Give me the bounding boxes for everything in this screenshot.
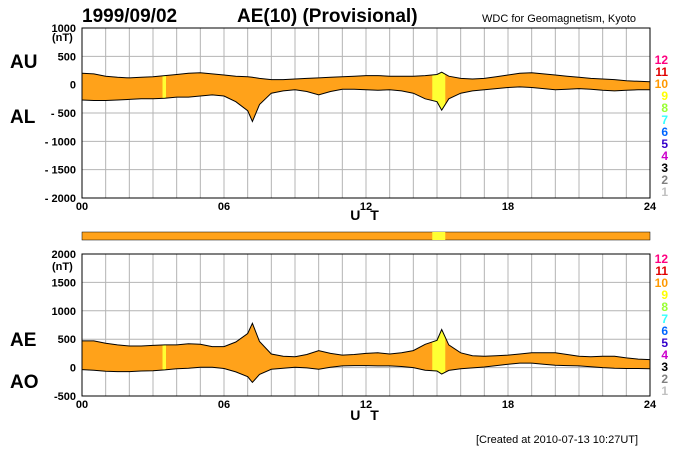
legend-item: 5 (661, 137, 668, 151)
legend-item: 12 (655, 252, 669, 266)
legend-item: 2 (661, 173, 668, 187)
legend-item: 9 (661, 288, 668, 302)
upper-series-label: AU (10, 52, 37, 73)
highlight-band (162, 344, 167, 371)
chart-title: AE(10) (Provisional) (237, 6, 418, 27)
series-line-al (81, 86, 650, 123)
legend-item: 7 (661, 312, 668, 326)
upper-series-label: AE (10, 330, 36, 351)
y-tick-label: - 500 (51, 108, 76, 120)
legend-item: 1 (661, 185, 668, 199)
legend-item: 11 (655, 65, 668, 79)
y-tick-label: 1000 (52, 306, 76, 318)
y-tick-label: 1500 (52, 277, 76, 289)
y-tick-label: - 1500 (45, 165, 76, 177)
x-tick-label: 18 (502, 201, 514, 213)
series-line-ae (82, 322, 651, 361)
x-tick-label: 00 (76, 399, 88, 411)
range-fill (82, 72, 650, 122)
legend-item: 7 (661, 113, 668, 127)
highlight-band (162, 75, 167, 99)
x-tick-label: 00 (76, 201, 88, 213)
activity-strip (81, 231, 651, 241)
y-tick-label: 1000 (52, 23, 76, 35)
x-tick-label: 24 (644, 201, 657, 213)
legend-item: 8 (661, 101, 668, 115)
y-tick-label: -500 (54, 391, 76, 403)
x-tick-label: 12 (360, 399, 372, 411)
legend-item: 6 (661, 125, 668, 139)
legend-item: 1 (661, 384, 668, 398)
x-axis-label: U T (350, 407, 382, 423)
legend-item: 8 (661, 300, 668, 314)
plot-frame (81, 253, 651, 397)
lower-series-label: AL (10, 107, 36, 128)
created-timestamp: [Created at 2010-07-13 10:27UT] (476, 434, 638, 446)
legend-item: 5 (661, 336, 668, 350)
legend-item: 3 (661, 161, 668, 175)
plot-frame (81, 27, 651, 199)
x-tick-label: 24 (644, 399, 657, 411)
y-tick-label: - 2000 (45, 193, 76, 205)
y-tick-label: 500 (58, 334, 76, 346)
unit-label: (nT) (52, 261, 73, 273)
legend-item: 2 (661, 372, 668, 386)
legend-item: 12 (655, 53, 669, 67)
activity-strip-highlight (432, 232, 446, 240)
y-tick-label: - 1000 (45, 136, 76, 148)
range-fill (82, 323, 650, 383)
x-tick-label: 06 (218, 399, 230, 411)
highlight-band (432, 329, 446, 375)
series-line-ao (81, 362, 651, 384)
source-label: WDC for Geomagnetism, Kyoto (482, 13, 636, 25)
x-tick-label: 18 (502, 399, 514, 411)
legend-item: 10 (655, 276, 669, 290)
legend-item: 6 (661, 324, 668, 338)
legend-item: 11 (655, 264, 668, 278)
series-line-au (81, 71, 651, 83)
legend-item: 10 (655, 77, 669, 91)
legend-item: 3 (661, 360, 668, 374)
y-tick-label: 0 (70, 363, 76, 375)
date-label: 1999/09/02 (82, 6, 177, 27)
x-tick-label: 12 (360, 201, 372, 213)
highlight-band (432, 72, 446, 111)
lower-series-label: AO (10, 372, 39, 393)
y-tick-label: 0 (70, 80, 76, 92)
y-tick-label: 500 (58, 51, 76, 63)
legend-item: 4 (661, 348, 668, 362)
x-tick-label: 06 (218, 201, 230, 213)
y-tick-label: 2000 (52, 249, 76, 261)
legend-item: 4 (661, 149, 668, 163)
unit-label: (nT) (52, 32, 73, 44)
legend-item: 9 (661, 89, 668, 103)
x-axis-label: U T (350, 207, 382, 223)
